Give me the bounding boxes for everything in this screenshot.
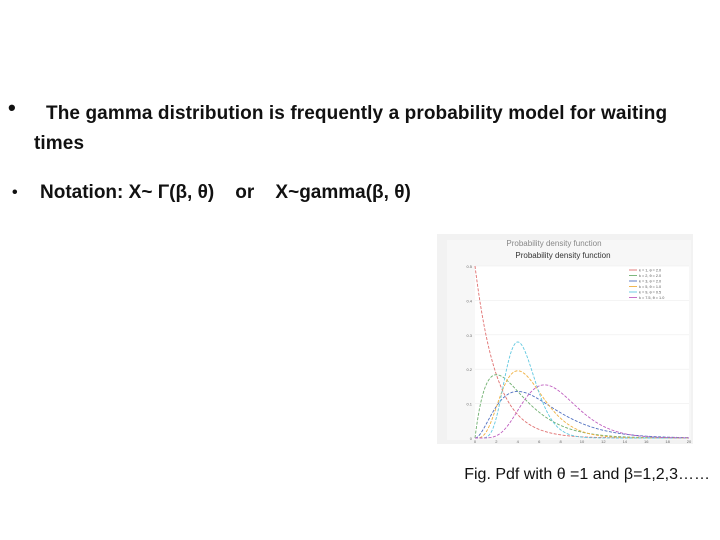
x-tick-label: 16 bbox=[644, 439, 649, 444]
y-tick-label: 0.2 bbox=[466, 367, 472, 372]
legend-entry: k = 7.5, θ = 1.0 bbox=[639, 296, 664, 300]
gamma-pdf-figure: Probability density function Probability… bbox=[437, 234, 693, 444]
x-tick-label: 14 bbox=[623, 439, 628, 444]
bullet-text-1: The gamma distribution is frequently a p… bbox=[34, 99, 704, 159]
bullet-dot-1: • bbox=[8, 95, 16, 120]
legend-entry: k = 3, θ = 2.0 bbox=[639, 280, 661, 284]
legend-entry: k = 5, θ = 1.0 bbox=[639, 285, 661, 289]
x-tick-label: 4 bbox=[517, 439, 520, 444]
series-line bbox=[474, 390, 690, 439]
x-tick-label: 2 bbox=[495, 439, 498, 444]
x-tick-label: 20 bbox=[687, 439, 692, 444]
y-tick-label: 0.1 bbox=[466, 402, 472, 407]
series-line bbox=[475, 341, 689, 439]
figure-caption: Fig. Pdf with θ =1 and β=1,2,3…… bbox=[464, 466, 710, 483]
chart-title: Probability density function bbox=[515, 251, 610, 260]
y-tick-label: 0.5 bbox=[466, 264, 472, 269]
x-tick-label: 6 bbox=[538, 439, 541, 444]
bullet-dot-2: • bbox=[12, 184, 18, 201]
x-tick-label: 8 bbox=[559, 439, 562, 444]
plot-area: 0 0.1 0.2 0.3 0.4 0.5 0 2 4 6 8 10 12 14 16 18 20 k = 1, … bbox=[466, 264, 692, 444]
series-line bbox=[474, 374, 689, 439]
gamma-pdf-chart: Probability density function Probability… bbox=[437, 234, 693, 444]
x-tick-label: 0 bbox=[474, 439, 477, 444]
y-tick-label: 0.4 bbox=[466, 298, 472, 303]
x-tick-label: 12 bbox=[601, 439, 606, 444]
bullet-text-2: Notation: X~ Γ(β, θ) or X~gamma(β, θ) bbox=[40, 182, 411, 203]
y-tick-label: 0 bbox=[470, 436, 473, 441]
bullet-text-1-line-1: The gamma distribution is frequently a p… bbox=[46, 103, 668, 124]
chart-title-shadow: Probability density function bbox=[506, 239, 601, 248]
series-line bbox=[475, 384, 690, 439]
legend-entry: k = 9, θ = 0.5 bbox=[639, 291, 661, 295]
bullet-text-1-line-2: times bbox=[34, 133, 85, 154]
y-tick-label: 0.3 bbox=[466, 333, 472, 338]
x-tick-label: 10 bbox=[580, 439, 585, 444]
legend-entry: k = 1, θ = 2.0 bbox=[639, 269, 661, 273]
legend-entry: k = 2, θ = 2.0 bbox=[639, 274, 661, 278]
x-tick-label: 18 bbox=[665, 439, 670, 444]
